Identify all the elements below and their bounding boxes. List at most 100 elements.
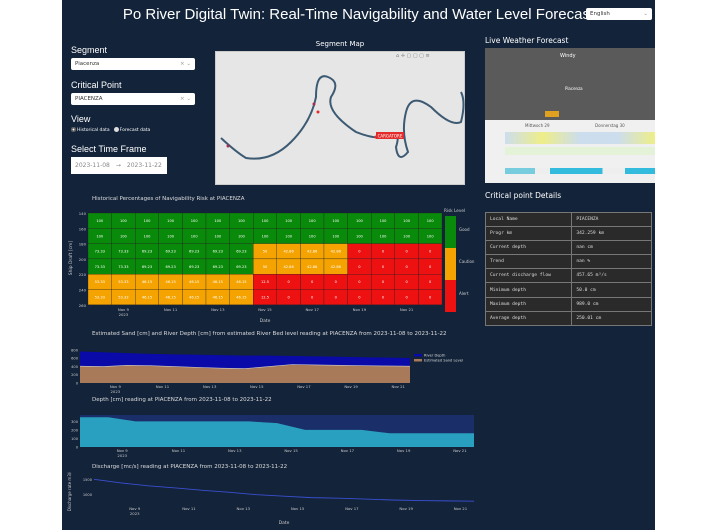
details-row: Local Name PIACENZA bbox=[484, 211, 652, 228]
detail-value: 50.0 cm bbox=[571, 282, 652, 298]
y-tick-label: 600 bbox=[71, 357, 79, 361]
legend-label: Alert bbox=[459, 291, 469, 296]
cell-label: 12.5 bbox=[261, 295, 269, 299]
cell-label: 73.33 bbox=[95, 250, 105, 254]
details-row: Average depth 250.01 cm bbox=[484, 310, 652, 326]
view-radio-group: Historical data Forecast data bbox=[71, 127, 150, 133]
map-point[interactable] bbox=[312, 102, 316, 106]
cell-label: 100 bbox=[356, 219, 364, 223]
cell-label: 100 bbox=[238, 219, 246, 223]
cell-label: 0 bbox=[405, 295, 408, 299]
cell-label: 53.33 bbox=[118, 280, 128, 284]
date-range-picker[interactable]: 2023-11-08 → 2023-11-22 bbox=[71, 157, 167, 174]
chevron-down-icon: ⌄ bbox=[643, 11, 648, 17]
y-tick-label: 0 bbox=[76, 381, 79, 385]
cell-label: 46.15 bbox=[165, 280, 175, 284]
forecast-temp-row bbox=[505, 147, 655, 155]
cell-label: 100 bbox=[191, 219, 199, 223]
detail-value: PIACENZA bbox=[571, 211, 652, 228]
x-axis-label: Date bbox=[260, 318, 271, 324]
forecast-icons-row bbox=[505, 132, 655, 144]
x-tick-label: Nov 15 bbox=[258, 307, 272, 312]
cell-label: 0 bbox=[335, 280, 338, 284]
timeframe-label: Select Time Frame bbox=[71, 144, 147, 154]
cell-label: 0 bbox=[311, 295, 314, 299]
cell-label: 100 bbox=[427, 219, 435, 223]
cell-label: 42.86 bbox=[331, 265, 342, 269]
area-series bbox=[80, 364, 410, 383]
river-line bbox=[220, 75, 465, 160]
details-row: Trend nan % bbox=[484, 254, 652, 270]
cell-label: 53.33 bbox=[118, 295, 128, 299]
segment-map[interactable]: CARGATORE ⌂ ✛ ▢ ▢ ▢ ≡ bbox=[215, 51, 465, 185]
radio-historical[interactable]: Historical data bbox=[71, 127, 110, 133]
cell-label: 0 bbox=[429, 265, 432, 269]
segment-select[interactable]: Piacenza × ⌄ bbox=[71, 58, 195, 70]
cell-label: 69.23 bbox=[213, 250, 223, 254]
x-tick-label: Nov 17 bbox=[305, 307, 319, 312]
colorbar-segment bbox=[445, 216, 456, 248]
y-tick-label: 240 bbox=[79, 288, 87, 293]
cell-label: 42.86 bbox=[283, 265, 294, 269]
segment-label: Segment bbox=[71, 45, 108, 55]
view-label: View bbox=[71, 114, 91, 124]
cell-label: 42.86 bbox=[331, 250, 342, 254]
date-start[interactable]: 2023-11-08 bbox=[75, 162, 110, 169]
critical-point-value: PIACENZA bbox=[75, 96, 103, 102]
details-row: Current depth nan cm bbox=[484, 240, 652, 256]
x-tick-label: 2023 bbox=[119, 312, 129, 317]
cell-label: 46.15 bbox=[236, 295, 246, 299]
cell-label: 69.23 bbox=[213, 265, 223, 269]
date-end[interactable]: 2023-11-22 bbox=[126, 162, 162, 169]
cell-label: 100 bbox=[167, 234, 175, 238]
cell-label: 50 bbox=[263, 265, 268, 269]
cell-label: 46.15 bbox=[142, 295, 152, 299]
x-tick-label: Nov 19 bbox=[344, 384, 358, 389]
weather-widget[interactable]: Windy Piacenza Mittwoch 29 Donnerstag 30 bbox=[485, 48, 655, 183]
cell-label: 100 bbox=[380, 234, 388, 238]
map-point[interactable] bbox=[316, 110, 320, 114]
x-tick-label: Nov 9 bbox=[129, 506, 141, 511]
x-tick-label: Nov 9 bbox=[117, 448, 129, 453]
cell-label: 100 bbox=[120, 219, 128, 223]
cell-label: 0 bbox=[429, 280, 432, 284]
cell-label: 42.86 bbox=[283, 250, 294, 254]
detail-value: 250.01 cm bbox=[571, 310, 652, 326]
cell-label: 0 bbox=[335, 295, 338, 299]
y-axis-label: Discharge rate m3/s bbox=[67, 472, 72, 511]
y-tick-label: 140 bbox=[79, 211, 87, 216]
x-tick-label: Nov 11 bbox=[164, 307, 178, 312]
detail-key: Maximum depth bbox=[484, 296, 573, 312]
detail-key: Current depth bbox=[484, 240, 573, 256]
detail-key: Trend bbox=[484, 254, 573, 270]
y-tick-label: 1000 bbox=[83, 493, 93, 497]
map-point[interactable] bbox=[226, 144, 230, 148]
forecast-day: Donnerstag 30 bbox=[595, 123, 625, 128]
cell-label: 100 bbox=[214, 219, 222, 223]
detail-key: Progr km bbox=[484, 226, 573, 242]
cell-label: 73.33 bbox=[118, 265, 128, 269]
x-tick-label: 2023 bbox=[130, 511, 140, 516]
cell-label: 100 bbox=[214, 234, 222, 238]
critical-point-select[interactable]: PIACENZA × ⌄ bbox=[71, 93, 195, 105]
cell-label: 0 bbox=[382, 265, 385, 269]
y-tick-label: 300 bbox=[71, 420, 79, 424]
series-line bbox=[80, 417, 474, 434]
radio-forecast[interactable]: Forecast data bbox=[113, 127, 150, 133]
cell-label: 0 bbox=[358, 295, 361, 299]
x-tick-label: Nov 19 bbox=[353, 307, 367, 312]
cell-label: 100 bbox=[167, 219, 175, 223]
cell-label: 0 bbox=[358, 280, 361, 284]
x-tick-label: Nov 9 bbox=[118, 307, 130, 312]
cell-label: 100 bbox=[403, 234, 411, 238]
y-tick-label: 260 bbox=[79, 303, 87, 308]
language-select[interactable]: English ⌄ bbox=[586, 8, 652, 20]
weather-city: Piacenza bbox=[565, 86, 583, 91]
cell-label: 53.33 bbox=[95, 280, 105, 284]
cell-label: 100 bbox=[285, 219, 293, 223]
details-title: Critical point Details bbox=[485, 191, 562, 200]
cell-label: 69.23 bbox=[236, 265, 246, 269]
cell-label: 100 bbox=[262, 219, 270, 223]
map-toolbar-icons[interactable]: ⌂ ✛ ▢ ▢ ▢ ≡ bbox=[396, 53, 430, 59]
legend-label: Estimated Sand Level bbox=[424, 359, 463, 363]
